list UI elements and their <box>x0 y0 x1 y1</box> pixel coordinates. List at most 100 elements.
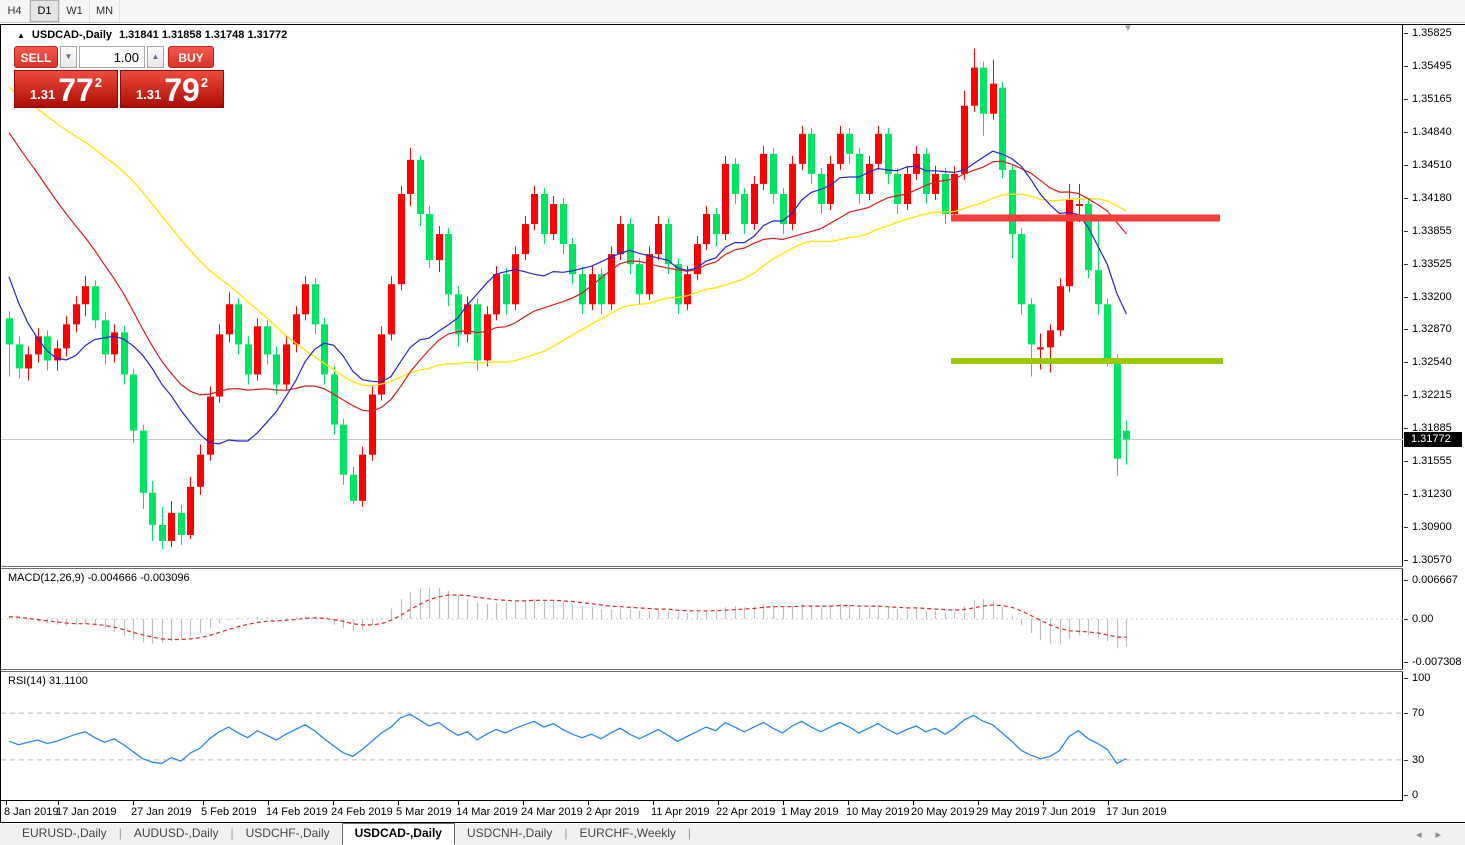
chart-title: ▲ USDCAD-,Daily 1.31841 1.31858 1.31748 … <box>17 29 287 41</box>
pane-divider[interactable] <box>1 566 1403 569</box>
date-axis-label: 14 Mar 2019 <box>456 806 518 818</box>
axis-label: 1.31885 <box>1412 422 1452 434</box>
date-axis-label: 20 May 2019 <box>911 806 975 818</box>
one-click-trade-panel: SELL ▼ ▲ BUY 1.31 77 2 1.31 79 2 <box>14 46 226 108</box>
sell-price-tile[interactable]: 1.31 77 2 <box>14 70 118 108</box>
volume-decrease-button[interactable]: ▼ <box>60 46 77 68</box>
buy-price-sup: 2 <box>200 75 209 90</box>
date-tick <box>268 801 269 805</box>
axis-tick <box>1404 395 1408 396</box>
macd-indicator-pane[interactable] <box>1 569 1403 669</box>
axis-tick <box>1404 66 1408 67</box>
tab-divider: | <box>564 826 568 840</box>
timeframe-button-h4[interactable]: H4 <box>0 0 30 22</box>
date-tick <box>1108 801 1109 805</box>
rsi-indicator-pane[interactable] <box>1 672 1403 800</box>
date-tick <box>6 801 7 805</box>
axis-tick <box>1404 198 1408 199</box>
axis-label: 0 <box>1412 789 1419 801</box>
timeframe-button-d1[interactable]: D1 <box>30 0 60 22</box>
tab-scroll-buttons[interactable]: ◂▸ <box>1416 828 1455 841</box>
rsi-label: RSI(14) 31.1100 <box>8 675 88 687</box>
axis-label: 1.35495 <box>1412 60 1452 72</box>
date-axis-label: 29 May 2019 <box>976 806 1040 818</box>
axis-label: 1.34840 <box>1412 126 1452 138</box>
timeframe-toolbar: H4 D1 W1 MN <box>0 0 1465 23</box>
sell-price-small: 1.31 <box>29 87 56 102</box>
chart-tab-usdcad[interactable]: USDCAD-,Daily <box>341 823 455 845</box>
axis-label: 1.34510 <box>1412 159 1452 171</box>
date-tick <box>783 801 784 805</box>
axis-tick <box>1404 165 1408 166</box>
axis-tick <box>1404 461 1408 462</box>
date-axis-label: 5 Feb 2019 <box>201 806 257 818</box>
rsi-line <box>8 713 1127 765</box>
volume-increase-button[interactable]: ▲ <box>147 46 164 68</box>
plot-area: ▲ USDCAD-,Daily 1.31841 1.31858 1.31748 … <box>1 23 1403 822</box>
chart-tab-usdchf[interactable]: USDCHF-,Daily <box>245 826 330 840</box>
date-tick <box>203 801 204 805</box>
volume-input[interactable] <box>79 46 145 68</box>
buy-button[interactable]: BUY <box>168 46 214 68</box>
axis-tick <box>1404 580 1408 581</box>
date-axis-label: 8 Jan 2019 <box>4 806 59 818</box>
date-tick <box>848 801 849 805</box>
axis-label: 0.006667 <box>1412 574 1458 586</box>
chart-shift-icon[interactable]: ▼ <box>1123 23 1133 34</box>
date-tick <box>133 801 134 805</box>
price-axis[interactable]: 1.31772 1.35825 1.35495 1.35165 1.34840 1.34… <box>1404 25 1465 822</box>
axis-tick <box>1404 231 1408 232</box>
chart-tab-audusd[interactable]: AUDUSD-,Daily <box>133 826 219 840</box>
tab-scroll-right-icon[interactable]: ▸ <box>1435 829 1455 841</box>
axis-label: 1.35825 <box>1412 27 1452 39</box>
axis-tick <box>1404 619 1408 620</box>
date-axis[interactable]: 8 Jan 2019 17 Jan 2019 27 Jan 2019 5 Feb 20… <box>1 800 1403 822</box>
main-price-chart[interactable] <box>1 25 1403 566</box>
date-tick <box>718 801 719 805</box>
date-tick <box>588 801 589 805</box>
tab-divider: | <box>230 826 234 840</box>
date-tick <box>913 801 914 805</box>
chart-tab-usdcnh[interactable]: USDCNH-,Daily <box>466 826 553 840</box>
date-axis-label: 17 Jun 2019 <box>1106 806 1167 818</box>
timeframe-button-mn[interactable]: MN <box>90 0 121 22</box>
date-tick <box>978 801 979 805</box>
date-axis-label: 24 Feb 2019 <box>331 806 393 818</box>
date-axis-label: 22 Apr 2019 <box>716 806 776 818</box>
date-tick <box>58 801 59 805</box>
axis-tick <box>1404 662 1408 663</box>
axis-label: 100 <box>1412 672 1431 684</box>
axis-label: 1.32215 <box>1412 389 1452 401</box>
tab-scroll-left-icon[interactable]: ◂ <box>1415 829 1436 841</box>
buy-price-small: 1.31 <box>135 87 162 102</box>
axis-tick <box>1404 527 1408 528</box>
axis-tick <box>1404 99 1408 100</box>
symbol-label: USDCAD-,Daily <box>31 29 112 41</box>
sell-button[interactable]: SELL <box>14 46 58 68</box>
axis-tick <box>1404 329 1408 330</box>
axis-label: 1.30570 <box>1412 554 1452 566</box>
date-axis-label: 10 May 2019 <box>846 806 910 818</box>
pane-divider[interactable] <box>1 669 1403 672</box>
axis-label: 1.35165 <box>1412 93 1452 105</box>
current-price-tag: 1.31772 <box>1404 432 1462 447</box>
buy-price-tile[interactable]: 1.31 79 2 <box>120 70 224 108</box>
axis-tick <box>1404 678 1408 679</box>
date-axis-label: 14 Feb 2019 <box>266 806 328 818</box>
timeframe-button-w1[interactable]: W1 <box>60 0 90 22</box>
date-axis-label: 11 Apr 2019 <box>651 806 710 818</box>
axis-label: -0.007308 <box>1412 656 1462 668</box>
axis-label: 0.00 <box>1412 613 1434 625</box>
date-axis-label: 1 May 2019 <box>781 806 839 818</box>
date-tick <box>333 801 334 805</box>
date-tick <box>1043 801 1044 805</box>
date-axis-label: 5 Mar 2019 <box>396 806 452 818</box>
date-axis-label: 2 Apr 2019 <box>586 806 640 818</box>
macd-label: MACD(12,26,9) -0.004666 -0.003096 <box>8 572 190 584</box>
chart-tab-eurusd[interactable]: EURUSD-,Daily <box>22 826 107 840</box>
chart-tab-bar: EURUSD-,Daily | AUDUSD-,Daily | USDCHF-,Dail… <box>0 823 1465 845</box>
chart-tab-eurchf[interactable]: EURCHF-,Weekly <box>579 826 676 840</box>
candles-group <box>6 48 1130 549</box>
symbol-marker-icon: ▲ <box>17 30 25 40</box>
date-axis-label: 27 Jan 2019 <box>131 806 192 818</box>
